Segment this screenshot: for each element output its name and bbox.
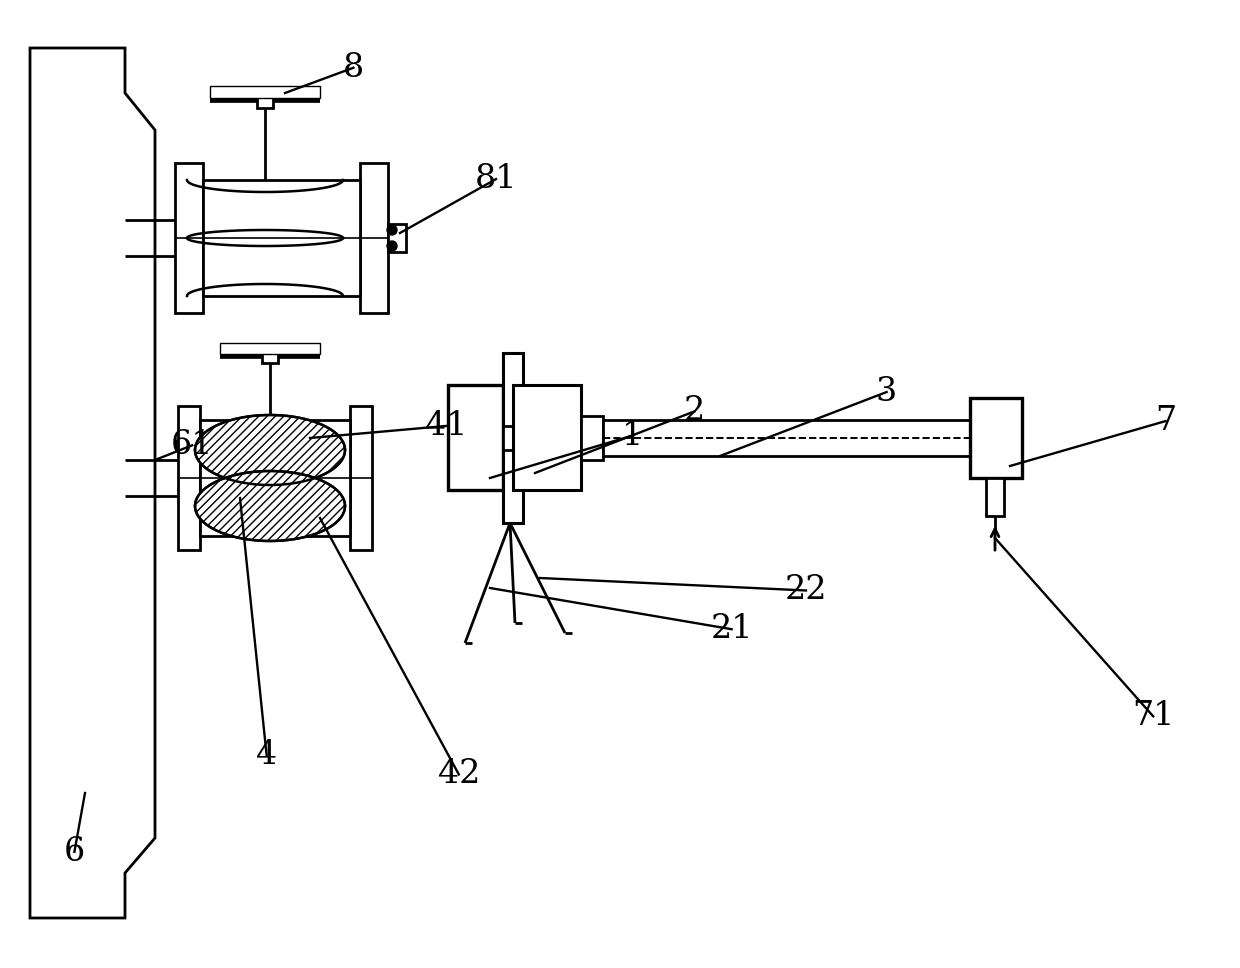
Text: 41: 41 [425,409,467,442]
Bar [503,353,523,523]
Circle shape [387,241,397,251]
Bar [513,385,582,490]
Bar [448,385,503,490]
Circle shape [387,225,397,235]
Bar [200,420,350,536]
Text: 81: 81 [475,163,517,196]
Bar [203,180,360,296]
Text: 22: 22 [785,574,827,607]
Text: 8: 8 [342,51,365,84]
Text: 1: 1 [621,419,644,452]
Polygon shape [195,415,345,485]
Text: 2: 2 [683,395,706,428]
Bar [582,416,603,460]
Bar [175,163,203,313]
Bar [179,406,200,550]
Bar [262,351,278,363]
Text: 61: 61 [171,429,213,462]
Bar [388,224,405,252]
Text: 6: 6 [63,835,86,868]
Text: 3: 3 [875,376,898,408]
Text: 42: 42 [438,758,480,791]
Polygon shape [195,471,345,541]
Bar [503,426,513,450]
Polygon shape [30,48,155,918]
Text: 71: 71 [1132,700,1174,733]
Bar [603,420,970,456]
Bar [360,163,388,313]
Bar [219,343,320,354]
Bar [970,398,1022,478]
Bar [350,406,372,550]
Text: 21: 21 [711,613,753,646]
Text: 7: 7 [1154,405,1177,438]
Bar [257,94,273,108]
Bar [986,478,1004,516]
Text: 4: 4 [255,739,278,771]
Bar [210,86,320,98]
